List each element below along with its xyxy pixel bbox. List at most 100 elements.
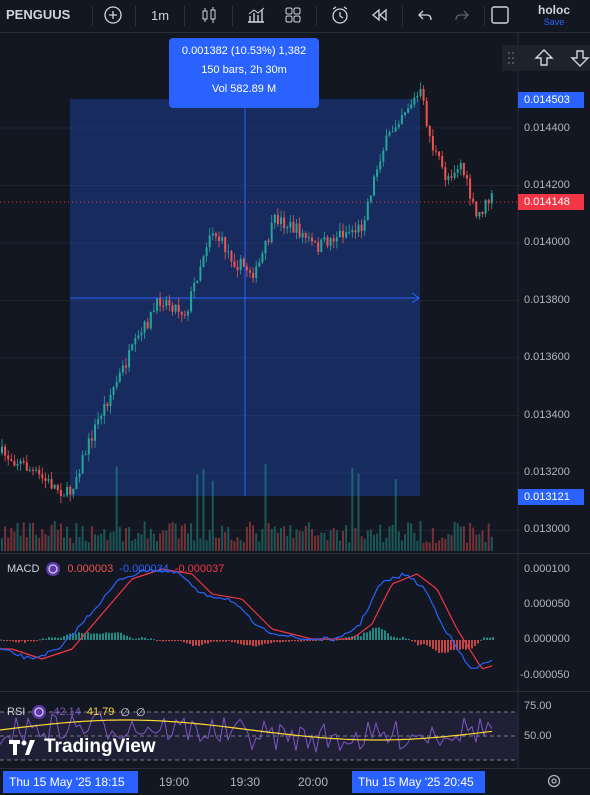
candle-body [366, 201, 369, 221]
chart-type-button[interactable] [198, 4, 220, 26]
candle-body [236, 267, 239, 270]
alert-button[interactable] [329, 4, 351, 26]
candle-body [400, 115, 403, 125]
macd-histogram-bar [306, 640, 308, 641]
volume-bar [75, 523, 78, 551]
volume-bar [419, 521, 422, 551]
candle-body [416, 95, 419, 98]
rsi-scale-label: 75.00 [524, 700, 552, 712]
candle-body [35, 469, 38, 471]
volume-bar [146, 538, 149, 551]
settings-icon[interactable] [546, 773, 562, 789]
macd-histogram-bar [267, 640, 269, 644]
time-axis[interactable]: Thu 15 May '25 18:15 19:00 19:30 20:00 T… [0, 768, 590, 795]
rsi-pane[interactable] [0, 692, 590, 768]
undo-button[interactable] [414, 4, 436, 26]
macd-histogram-bar [336, 639, 338, 641]
macd-histogram-bar [249, 640, 251, 646]
macd-histogram-bar [429, 640, 431, 647]
square-icon [491, 6, 509, 24]
candle-body [267, 240, 270, 243]
candle-body [214, 233, 217, 237]
replay-button[interactable] [368, 4, 390, 26]
candle-body [335, 237, 338, 242]
symbol-search[interactable]: PENGUUS [6, 7, 71, 22]
divider [232, 6, 233, 26]
macd-histogram-bar [120, 632, 122, 640]
main-price-scale[interactable]: 0.014400 0.014200 0.014000 0.013800 0.01… [518, 33, 590, 553]
volume-bar [369, 529, 372, 551]
macd-histogram-bar [9, 640, 11, 641]
candle-body [59, 490, 62, 496]
drag-handle-icon[interactable] [506, 51, 516, 65]
volume-bar [447, 534, 450, 551]
volume-bar [59, 523, 62, 551]
candle-body [205, 247, 208, 257]
volume-bar [230, 539, 233, 551]
macd-value: 0.000003 [67, 563, 114, 575]
candle-body [47, 479, 50, 481]
save-status[interactable]: Save [543, 17, 565, 27]
macd-pane[interactable] [0, 554, 590, 691]
volume-bar [453, 521, 456, 551]
macd-histogram-bar [402, 636, 404, 640]
macd-histogram-bar [156, 640, 158, 641]
measure-arrow [411, 292, 420, 304]
volume-bar [469, 522, 472, 551]
candle-body [345, 232, 348, 238]
macd-histogram-bar [126, 635, 128, 640]
volume-bar [239, 539, 242, 551]
macd-histogram-bar [492, 637, 494, 640]
macd-histogram-bar [438, 640, 440, 653]
volume-bar [360, 536, 363, 551]
candle-body [348, 232, 351, 234]
interval-button[interactable]: 1m [150, 7, 170, 23]
time-label: 20:00 [298, 775, 329, 789]
tradingview-logo[interactable]: TradingView [8, 736, 156, 758]
user-menu[interactable]: holoc Save [538, 3, 570, 27]
candle-body [25, 462, 28, 471]
macd-histogram-bar [135, 638, 137, 640]
macd-histogram-bar [12, 640, 14, 642]
indicators-button[interactable] [245, 4, 267, 26]
macd-histogram-bar [48, 637, 50, 640]
pane-divider[interactable] [0, 691, 590, 692]
main-chart[interactable] [0, 33, 590, 553]
candle-body [187, 311, 189, 316]
macd-histogram-bar [468, 640, 470, 650]
rsi-scale[interactable]: 75.00 50.00 [518, 692, 590, 768]
fullscreen-button[interactable] [489, 4, 511, 26]
volume-bar [425, 541, 428, 551]
macd-histogram-bar [321, 640, 323, 641]
candle-body [373, 176, 375, 196]
macd-histogram-bar [462, 640, 464, 649]
candle-body [453, 172, 456, 178]
redo-button[interactable] [451, 4, 473, 26]
macd-histogram-bar [141, 637, 143, 640]
volume-bar [94, 534, 96, 551]
volume-bar [38, 537, 41, 551]
macd-histogram-bar [33, 640, 35, 642]
layout-button[interactable] [282, 4, 304, 26]
volume-bar [311, 529, 313, 551]
macd-histogram-bar [384, 630, 386, 640]
user-name: holoc [538, 3, 570, 17]
arrow-up-icon[interactable] [534, 48, 554, 68]
time-range-end: Thu 15 May '25 20:45 [352, 771, 485, 793]
candle-body [459, 162, 462, 170]
candle-body [193, 282, 196, 292]
volume-bar [255, 533, 258, 551]
pane-divider[interactable] [0, 553, 590, 554]
compare-button[interactable] [102, 4, 124, 26]
candle-body [438, 151, 441, 157]
volume-bar [459, 526, 462, 551]
candle-body [478, 211, 481, 217]
volume-bar [363, 538, 366, 551]
macd-histogram-bar [420, 640, 422, 645]
volume-bar [292, 537, 295, 551]
candle-body [280, 217, 282, 225]
arrow-down-icon[interactable] [570, 48, 590, 68]
volume-bar [410, 523, 413, 551]
divider [316, 6, 317, 26]
macd-scale[interactable]: 0.000100 0.000050 0.000000 -0.000050 [518, 554, 590, 691]
